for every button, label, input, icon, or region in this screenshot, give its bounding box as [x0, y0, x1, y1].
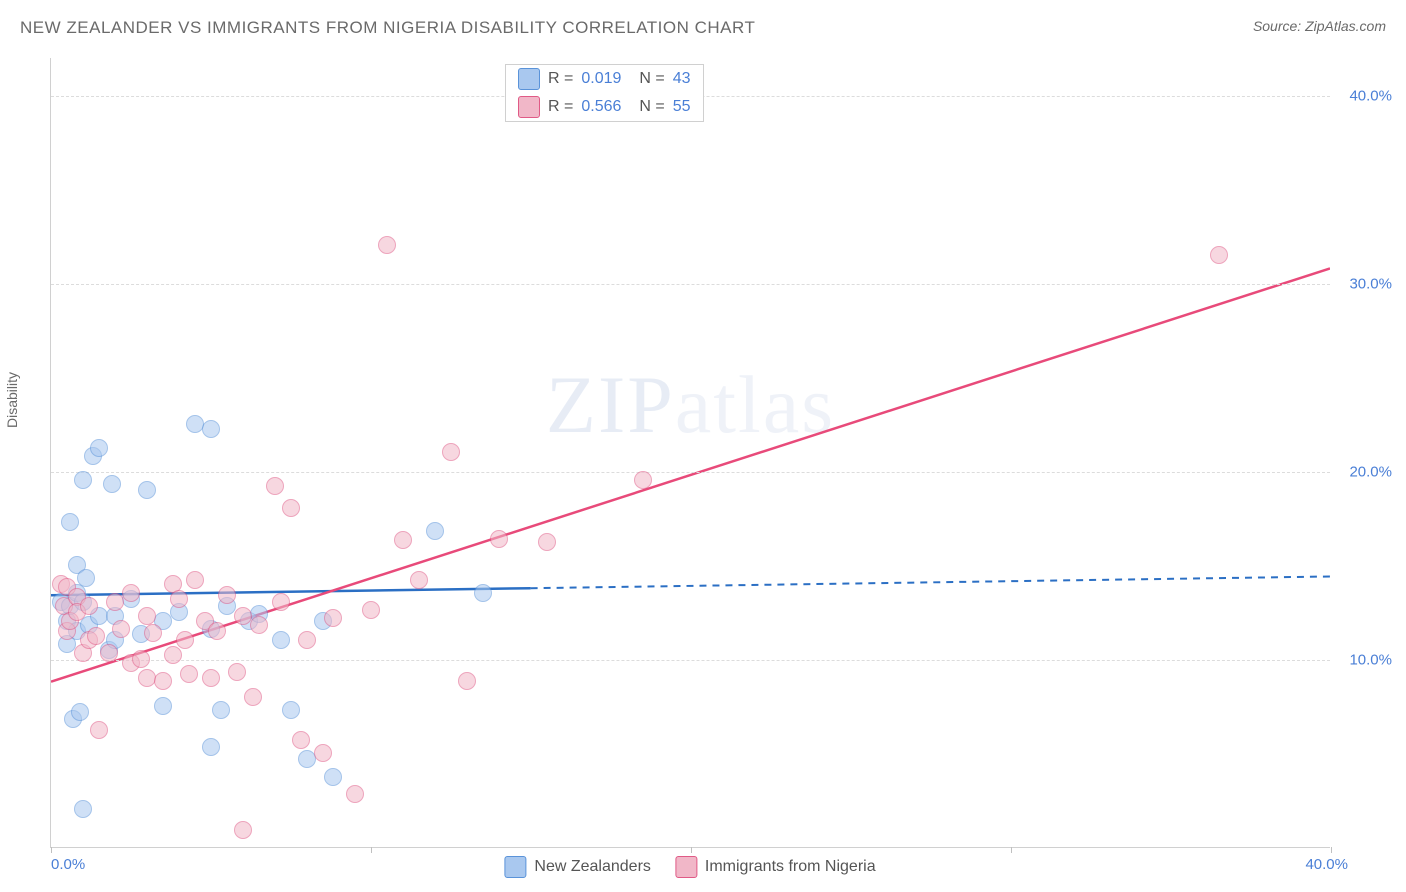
data-point — [410, 571, 428, 589]
data-point — [314, 744, 332, 762]
data-point — [77, 569, 95, 587]
data-point — [74, 800, 92, 818]
data-point — [186, 571, 204, 589]
stat-legend-row: R = 0.019N = 43 — [506, 65, 703, 93]
x-tick — [51, 847, 52, 853]
source-attribution: Source: ZipAtlas.com — [1253, 18, 1386, 34]
legend-swatch — [504, 856, 526, 878]
chart-title: NEW ZEALANDER VS IMMIGRANTS FROM NIGERIA… — [20, 18, 755, 38]
bottom-legend-item: New Zealanders — [504, 856, 651, 878]
data-point — [1210, 246, 1228, 264]
data-point — [266, 477, 284, 495]
data-point — [282, 499, 300, 517]
data-point — [144, 624, 162, 642]
data-point — [208, 622, 226, 640]
data-point — [106, 593, 124, 611]
data-point — [234, 821, 252, 839]
y-tick-label: 40.0% — [1349, 87, 1392, 104]
data-point — [80, 597, 98, 615]
stat-legend: R = 0.019N = 43R = 0.566N = 55 — [505, 64, 704, 122]
gridline — [51, 472, 1330, 473]
x-tick-label: 40.0% — [1305, 856, 1348, 873]
x-tick — [1331, 847, 1332, 853]
y-tick-label: 20.0% — [1349, 463, 1392, 480]
trend-lines — [51, 58, 1330, 847]
data-point — [324, 609, 342, 627]
bottom-legend-item: Immigrants from Nigeria — [675, 856, 876, 878]
data-point — [112, 620, 130, 638]
data-point — [180, 665, 198, 683]
gridline — [51, 660, 1330, 661]
data-point — [474, 584, 492, 602]
x-tick — [1011, 847, 1012, 853]
data-point — [346, 785, 364, 803]
stat-legend-row: R = 0.566N = 55 — [506, 93, 703, 121]
data-point — [138, 481, 156, 499]
data-point — [282, 701, 300, 719]
data-point — [324, 768, 342, 786]
data-point — [458, 672, 476, 690]
data-point — [170, 590, 188, 608]
data-point — [298, 631, 316, 649]
data-point — [378, 236, 396, 254]
y-tick-label: 10.0% — [1349, 651, 1392, 668]
data-point — [394, 531, 412, 549]
data-point — [250, 616, 268, 634]
gridline — [51, 284, 1330, 285]
bottom-legend: New Zealanders Immigrants from Nigeria — [504, 856, 875, 878]
legend-swatch — [518, 68, 540, 90]
data-point — [103, 475, 121, 493]
data-point — [538, 533, 556, 551]
data-point — [122, 584, 140, 602]
x-tick — [691, 847, 692, 853]
data-point — [164, 646, 182, 664]
data-point — [138, 669, 156, 687]
y-tick-label: 30.0% — [1349, 275, 1392, 292]
data-point — [154, 697, 172, 715]
data-point — [442, 443, 460, 461]
y-axis-label: Disability — [4, 372, 20, 428]
chart-area: ZIPatlas 10.0%20.0%30.0%40.0%0.0%40.0% R… — [50, 58, 1330, 848]
data-point — [212, 701, 230, 719]
data-point — [74, 471, 92, 489]
data-point — [100, 644, 118, 662]
data-point — [426, 522, 444, 540]
watermark: ZIPatlas — [546, 358, 835, 452]
x-tick-label: 0.0% — [51, 856, 85, 873]
data-point — [90, 439, 108, 457]
legend-swatch — [675, 856, 697, 878]
data-point — [244, 688, 262, 706]
data-point — [61, 513, 79, 531]
data-point — [90, 721, 108, 739]
data-point — [202, 420, 220, 438]
plot-region: ZIPatlas 10.0%20.0%30.0%40.0%0.0%40.0% — [50, 58, 1330, 848]
data-point — [218, 586, 236, 604]
data-point — [634, 471, 652, 489]
data-point — [228, 663, 246, 681]
data-point — [87, 627, 105, 645]
data-point — [272, 631, 290, 649]
data-point — [176, 631, 194, 649]
data-point — [71, 703, 89, 721]
x-tick — [371, 847, 372, 853]
data-point — [292, 731, 310, 749]
data-point — [362, 601, 380, 619]
data-point — [202, 669, 220, 687]
data-point — [154, 672, 172, 690]
data-point — [202, 738, 220, 756]
legend-swatch — [518, 96, 540, 118]
data-point — [138, 607, 156, 625]
data-point — [272, 593, 290, 611]
data-point — [490, 530, 508, 548]
data-point — [132, 650, 150, 668]
